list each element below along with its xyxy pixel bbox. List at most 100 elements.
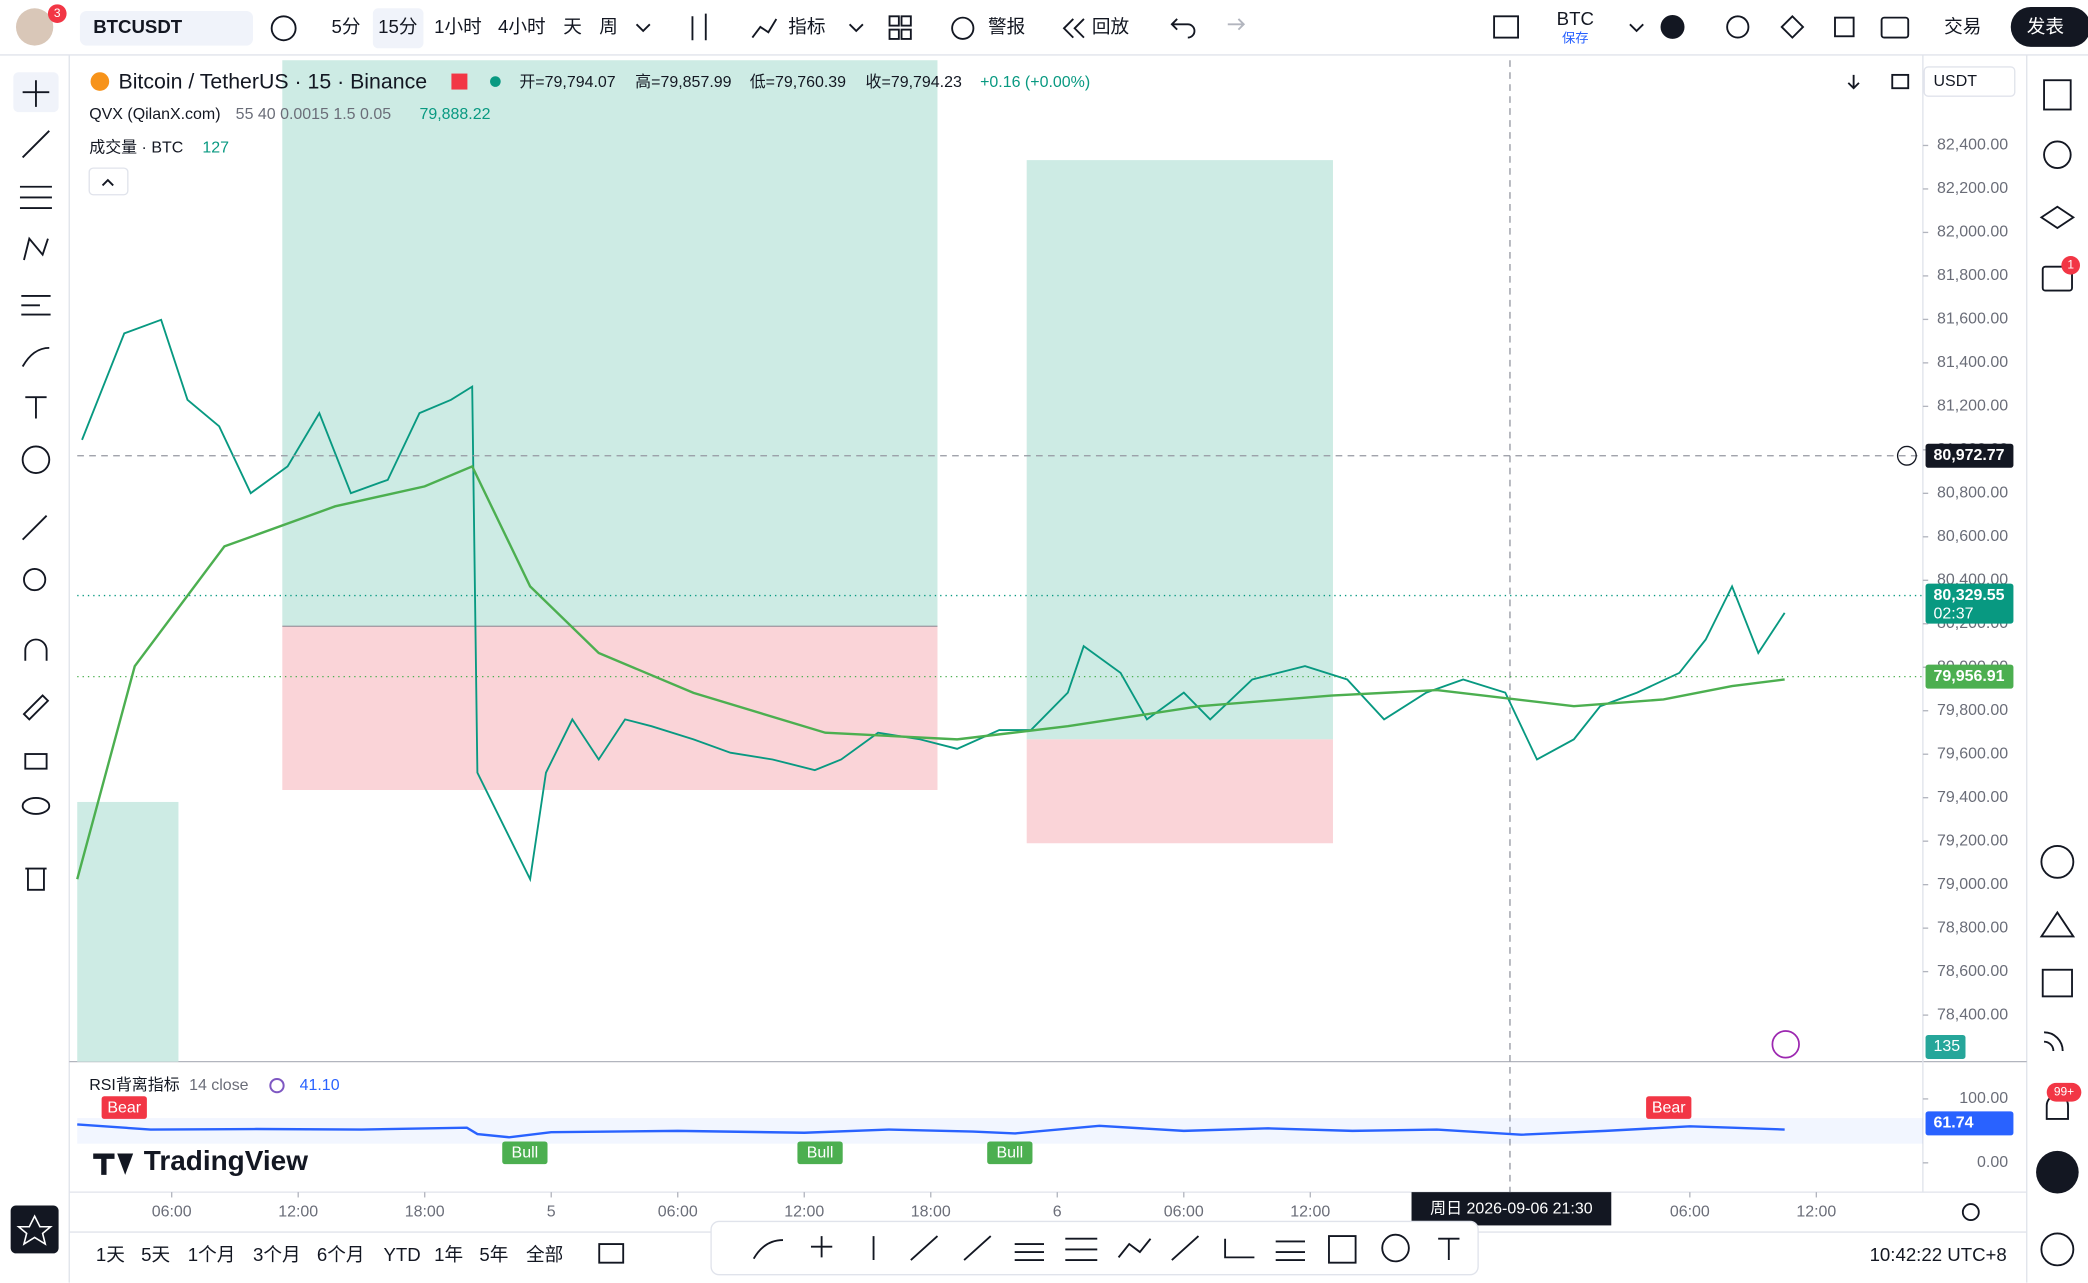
ideas-icon[interactable] [2039, 910, 2076, 938]
line-tool[interactable] [21, 130, 50, 159]
position-target-zone[interactable] [1026, 160, 1333, 740]
coin-icon [90, 72, 110, 91]
ruler-tool[interactable] [21, 515, 48, 541]
divergence-tag [797, 1141, 843, 1165]
symbol-search[interactable] [79, 10, 254, 46]
alerts[interactable]: 警报 [988, 16, 1025, 37]
range-button[interactable]: 5天 [141, 1244, 170, 1265]
settings-icon[interactable] [1961, 1203, 1980, 1222]
drawing-tools[interactable] [752, 1235, 1460, 1264]
range-button[interactable]: 全部 [526, 1244, 563, 1265]
interval[interactable]: 5分 [332, 16, 361, 37]
x-tick-label: 6 [1053, 1203, 1062, 1220]
undo-icon[interactable] [1170, 18, 1196, 39]
volume-marker-label: 135 [1934, 1038, 1961, 1055]
range-button[interactable]: 1个月 [188, 1244, 236, 1265]
indicator-icon[interactable] [751, 18, 778, 39]
interval[interactable]: 4小时 [498, 16, 546, 37]
series-line [81, 318, 1786, 883]
range-button[interactable]: 6个月 [317, 1244, 365, 1265]
chart-type-icon[interactable] [691, 13, 707, 41]
layout-icon[interactable] [1493, 15, 1519, 39]
flag-icon[interactable] [451, 73, 468, 90]
layout-name[interactable]: BTC [1557, 8, 1594, 29]
date-range-icon[interactable] [598, 1243, 625, 1264]
zoom-tool[interactable] [23, 567, 47, 592]
brush-tool[interactable] [21, 346, 50, 367]
interval[interactable]: 周 [599, 16, 618, 37]
drawing-tool[interactable] [1381, 1233, 1410, 1263]
dropdown-icon[interactable] [848, 23, 864, 33]
emoji-tool[interactable] [21, 445, 51, 474]
indicators[interactable]: 指标 [788, 16, 825, 37]
visibility-tool[interactable] [21, 797, 51, 815]
x-tick-label: 06:00 [152, 1203, 192, 1220]
interval[interactable]: 15分 [378, 16, 417, 37]
help-icon[interactable] [2040, 1232, 2075, 1267]
layers-icon[interactable] [2039, 205, 2076, 230]
layout-icon[interactable] [888, 28, 900, 40]
crosshair-tool[interactable] [22, 80, 50, 107]
alerts-icon[interactable] [2043, 140, 2072, 170]
top-toolbar [0, 0, 2088, 55]
publish-button[interactable] [2010, 6, 2088, 47]
interval[interactable]: 1小时 [434, 16, 482, 37]
position-target-zone[interactable] [282, 60, 938, 627]
range-button[interactable]: 1年 [434, 1244, 463, 1265]
dropdown-icon[interactable] [635, 23, 651, 33]
currency[interactable]: USDT [1934, 73, 1978, 90]
study-name: QVX (QilanX.com) [89, 106, 220, 123]
trade[interactable]: 交易 [1944, 16, 1981, 37]
position-target-zone[interactable] [77, 801, 179, 1062]
drawing-toolbar [710, 1220, 1479, 1276]
event-icon[interactable] [1771, 1030, 1800, 1059]
chat-icon[interactable] [2041, 265, 2073, 292]
x-tick-label: 06:00 [1670, 1203, 1710, 1220]
calendar-icon[interactable] [2041, 968, 2073, 998]
add-icon[interactable] [270, 15, 297, 42]
y-tick-label: 79,800.00 [1937, 702, 2008, 719]
snapshot-icon[interactable] [1880, 16, 1910, 39]
draw-mode-tool[interactable] [22, 694, 50, 721]
symbol-description: Bitcoin / TetherUS · 15 · Binance [119, 70, 428, 94]
broker-icon[interactable] [1660, 14, 1685, 39]
text-tool[interactable] [25, 396, 47, 419]
scale-icon[interactable] [1891, 73, 1910, 90]
replay-icon[interactable] [1062, 18, 1085, 39]
projection-tool[interactable] [21, 295, 51, 316]
apps-icon[interactable] [2036, 1150, 2079, 1194]
favorites[interactable] [10, 1205, 59, 1254]
redo-icon[interactable] [1227, 18, 1246, 31]
layout-icon[interactable] [888, 15, 900, 27]
magnet-tool[interactable] [24, 638, 48, 661]
layout-icon[interactable] [900, 15, 912, 27]
replay[interactable]: 回放 [1092, 16, 1130, 37]
dropdown-icon[interactable] [1629, 23, 1644, 33]
target-icon[interactable] [2040, 844, 2075, 879]
search-icon[interactable] [1726, 15, 1750, 39]
market-status [490, 76, 501, 87]
scale-icon[interactable] [1847, 74, 1860, 90]
fib-tool[interactable] [19, 185, 52, 209]
pattern-tool[interactable] [23, 236, 49, 261]
watchlist-icon[interactable] [2043, 79, 2072, 111]
position-stop-zone[interactable] [282, 626, 938, 790]
alert-icon[interactable] [951, 16, 975, 40]
range-button[interactable]: 5年 [479, 1244, 508, 1265]
currency-box[interactable] [1923, 66, 2016, 97]
x-tick-label: 12:00 [1796, 1203, 1836, 1220]
settings-icon[interactable] [1780, 14, 1805, 39]
avatar[interactable] [15, 8, 54, 46]
range-button[interactable]: YTD [384, 1244, 421, 1265]
layout-icon[interactable] [900, 28, 912, 40]
interval[interactable]: 天 [563, 16, 582, 37]
range-button[interactable]: 3个月 [253, 1244, 301, 1265]
delete-tool[interactable] [25, 867, 47, 891]
range-button[interactable]: 1天 [96, 1244, 125, 1265]
fullscreen-icon[interactable] [1834, 16, 1855, 38]
save[interactable]: 保存 [1562, 30, 1589, 45]
lock-tool[interactable] [24, 753, 48, 770]
stream-icon[interactable] [2043, 1031, 2064, 1052]
position-stop-zone[interactable] [1026, 739, 1333, 844]
volume-value: 127 [202, 139, 229, 156]
